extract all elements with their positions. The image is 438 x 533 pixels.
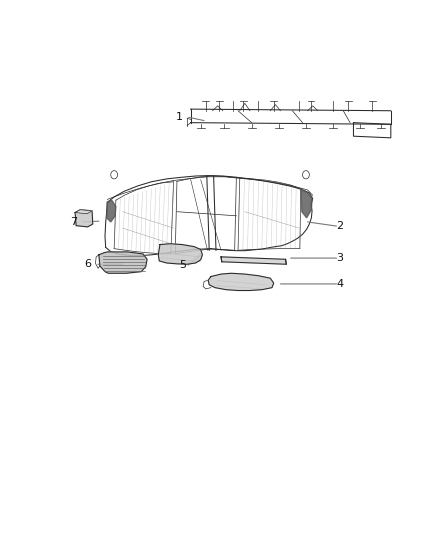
Polygon shape [75,209,93,227]
Text: 6: 6 [84,259,91,269]
Text: 4: 4 [336,279,343,289]
Polygon shape [301,189,312,218]
Polygon shape [99,252,147,273]
Polygon shape [221,257,286,264]
Polygon shape [208,273,274,290]
Text: 7: 7 [70,217,77,227]
Text: 5: 5 [180,260,187,270]
Text: 2: 2 [336,221,343,231]
Text: 1: 1 [176,112,183,122]
Polygon shape [107,200,116,222]
Polygon shape [158,244,202,264]
Polygon shape [75,209,92,214]
Text: 3: 3 [336,253,343,263]
